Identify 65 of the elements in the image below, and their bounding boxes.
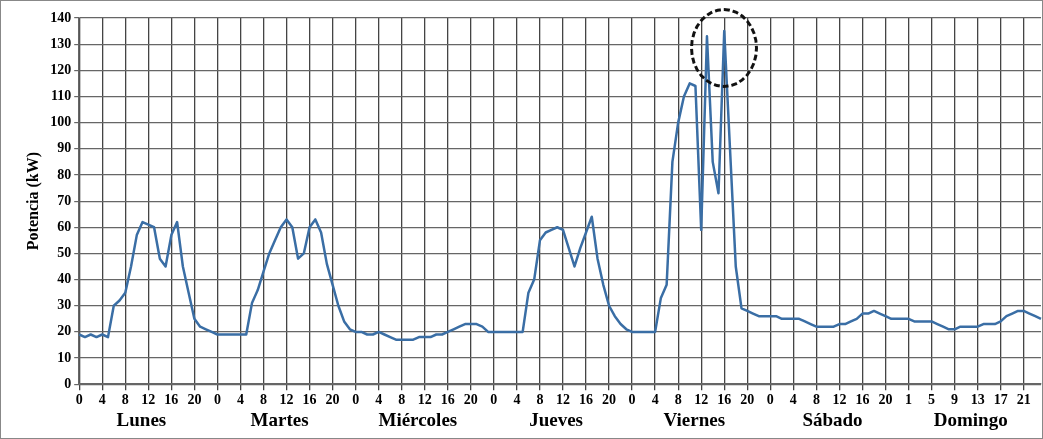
y-tick-label: 0 xyxy=(64,375,72,391)
x-tick-label: 4 xyxy=(513,392,521,408)
text: Sábado xyxy=(802,408,863,430)
x-tick-label: 0 xyxy=(766,392,774,408)
x-tick-label: 12 xyxy=(279,392,294,408)
x-tick-label: 16 xyxy=(855,392,870,408)
text: Miércoles xyxy=(378,408,458,430)
x-tick-label: 1 xyxy=(905,392,913,408)
x-tick-label: 21 xyxy=(1016,392,1031,408)
x-tick-label: 20 xyxy=(325,392,340,408)
y-tick-label: 140 xyxy=(50,9,72,25)
y-tick-label: 90 xyxy=(57,140,72,156)
y-tick-label: 50 xyxy=(57,245,72,261)
x-tick-label: 20 xyxy=(463,392,478,408)
x-tick-label: 12 xyxy=(832,392,847,408)
y-tick-label: 110 xyxy=(50,88,72,104)
y-tick-label: 70 xyxy=(57,192,72,208)
y-tick-label: 10 xyxy=(57,349,72,365)
x-tick-label: 16 xyxy=(302,392,317,408)
x-tick-label: 8 xyxy=(674,392,682,408)
x-tick-label: 5 xyxy=(928,392,936,408)
y-tick-label: 30 xyxy=(57,297,72,313)
y-tick-label: 40 xyxy=(57,271,72,287)
x-tick-label: 12 xyxy=(141,392,156,408)
x-tick-label: 17 xyxy=(993,392,1008,408)
x-tick-label: 16 xyxy=(579,392,594,408)
x-tick-label: 0 xyxy=(490,392,498,408)
text: Martes xyxy=(250,408,309,430)
x-tick-label: 8 xyxy=(260,392,267,408)
y-tick-label: 100 xyxy=(50,114,72,130)
x-tick-label: 4 xyxy=(789,392,797,408)
x-tick-label: 0 xyxy=(213,392,221,408)
x-tick-label: 9 xyxy=(951,392,959,408)
x-tick-label: 16 xyxy=(440,392,455,408)
x-tick-label: 8 xyxy=(398,392,406,408)
y-tick-label: 130 xyxy=(50,35,72,51)
x-tick-label: 16 xyxy=(717,392,732,408)
x-tick-label: 8 xyxy=(812,392,820,408)
y-tick-label: 80 xyxy=(57,166,72,182)
y-tick-label: 60 xyxy=(57,218,72,234)
text: Viernes xyxy=(663,408,726,430)
x-tick-label: 12 xyxy=(555,392,570,408)
x-tick-label: 20 xyxy=(740,392,755,408)
x-tick-label: 12 xyxy=(417,392,432,408)
x-tick-label: 20 xyxy=(878,392,893,408)
text: Jueves xyxy=(529,408,583,430)
x-tick-label: 12 xyxy=(694,392,709,408)
x-tick-label: 0 xyxy=(75,392,83,408)
x-tick-label: 8 xyxy=(121,392,129,408)
x-tick-label: 0 xyxy=(628,392,636,408)
x-tick-label: 4 xyxy=(651,392,659,408)
x-tick-label: 20 xyxy=(602,392,617,408)
x-tick-label: 13 xyxy=(970,392,985,408)
text: Domingo xyxy=(933,408,1008,430)
text: Lunes xyxy=(116,408,167,430)
x-tick-label: 16 xyxy=(164,392,179,408)
y-tick-label: 120 xyxy=(50,61,72,77)
x-tick-label: 4 xyxy=(375,392,383,408)
x-tick-label: 8 xyxy=(536,392,544,408)
x-tick-label: 0 xyxy=(352,392,360,408)
x-tick-label: 20 xyxy=(187,392,202,408)
x-tick-label: 4 xyxy=(98,392,106,408)
y-tick-label: 20 xyxy=(57,323,72,339)
y-axis-title: Potencia (kW) xyxy=(23,152,42,251)
x-tick-label: 4 xyxy=(236,392,244,408)
